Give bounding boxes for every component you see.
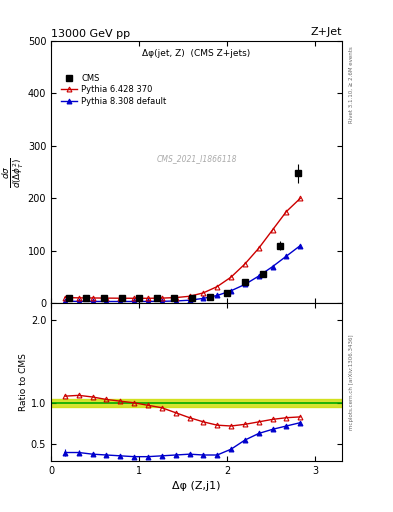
- Y-axis label: Ratio to CMS: Ratio to CMS: [19, 353, 28, 411]
- Y-axis label: $\frac{d\sigma}{d(\Delta\phi^2_T)}$: $\frac{d\sigma}{d(\Delta\phi^2_T)}$: [1, 157, 26, 187]
- X-axis label: Δφ (Z,j1): Δφ (Z,j1): [172, 481, 221, 491]
- Text: mcplots.cern.ch [arXiv:1306.3436]: mcplots.cern.ch [arXiv:1306.3436]: [349, 334, 354, 430]
- Text: CMS_2021_I1866118: CMS_2021_I1866118: [156, 155, 237, 163]
- Text: Z+Jet: Z+Jet: [310, 27, 342, 37]
- Text: 13000 GeV pp: 13000 GeV pp: [51, 29, 130, 39]
- Legend: CMS, Pythia 6.428 370, Pythia 8.308 default: CMS, Pythia 6.428 370, Pythia 8.308 defa…: [58, 71, 169, 109]
- Bar: [51, 399, 342, 407]
- Text: Δφ(jet, Z)  (CMS Z+jets): Δφ(jet, Z) (CMS Z+jets): [142, 49, 251, 58]
- Text: Rivet 3.1.10, ≥ 2.6M events: Rivet 3.1.10, ≥ 2.6M events: [349, 46, 354, 123]
